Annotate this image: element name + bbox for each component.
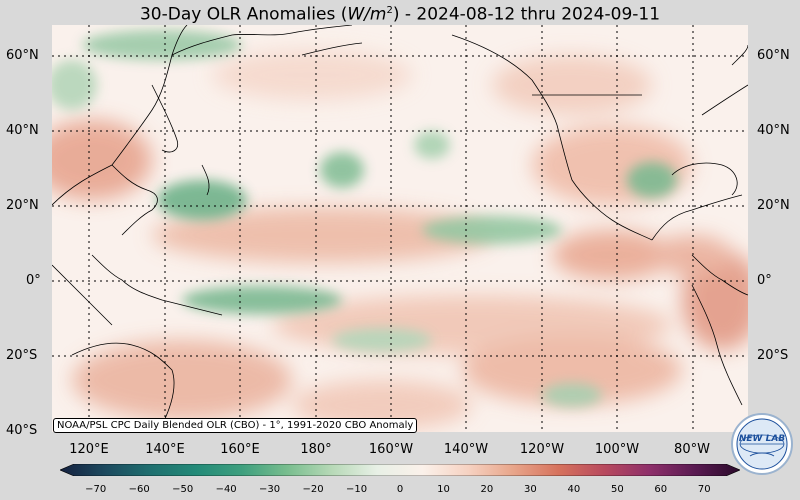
colorbar-tick-label: 30 [524,484,537,495]
lat-label-left: 40°S [6,423,38,438]
positive-anomaly-regions [52,50,748,430]
lon-label: 100°W [594,442,640,457]
lat-label-right: 20°S [757,348,789,363]
lat-label-left: 20°N [6,198,39,213]
colorbar-tick-label: 70 [697,484,711,495]
lat-label-left: 60°N [6,48,39,63]
lat-label-left: 0° [26,273,41,288]
colorbar-tick-label: −40 [215,484,237,495]
data-source-note: NOAA/PSL CPC Daily Blended OLR (CBO) - 1… [53,418,418,433]
lon-label: 140°E [145,442,185,457]
chart-title: 30-Day OLR Anomalies (W/m2) - 2024-08-12… [139,4,661,25]
lon-label: 120°W [519,442,565,457]
colorbar-tick-label: 40 [567,484,581,495]
colorbar-tick-label: 20 [480,484,494,495]
coastlines [52,25,748,426]
colorbar-tick-label: 60 [654,484,668,495]
colorbar-tick-label: 10 [437,484,450,495]
lat-label-right: 0° [757,273,772,288]
colorbar-tick-label: −20 [302,484,324,495]
lat-label-right: 60°N [757,48,790,63]
negative-anomaly-regions [52,30,677,407]
svg-text:NEW LAB: NEW LAB [739,434,785,444]
lon-label: 160°W [368,442,414,457]
lon-label: 180° [300,442,332,457]
colorbar-tick-label: −60 [128,484,150,495]
colorbar-tick-label: −30 [259,484,281,495]
new-lab-logo: NEW LAB [731,413,793,475]
colorbar-tick-label: 50 [610,484,624,495]
lat-label-left: 40°N [6,123,39,138]
lon-label: 120°E [69,442,109,457]
lat-label-right: 40°N [757,123,790,138]
lon-label: 140°W [443,442,489,457]
lon-label: 160°E [220,442,260,457]
lat-label-left: 20°S [6,348,38,363]
gridlines [52,25,748,432]
colorbar-tick-label: −50 [172,484,194,495]
colorbar-tick-label: 0 [396,484,404,495]
lat-label-right: 20°N [757,198,790,213]
colorbar-tick-label: −10 [345,484,368,495]
colorbar-tick-label: −70 [85,484,107,495]
lon-label: 80°W [674,442,710,457]
colorbar-gradient [60,464,740,476]
olr-anomaly-map [52,25,748,432]
colorbar [60,464,740,476]
